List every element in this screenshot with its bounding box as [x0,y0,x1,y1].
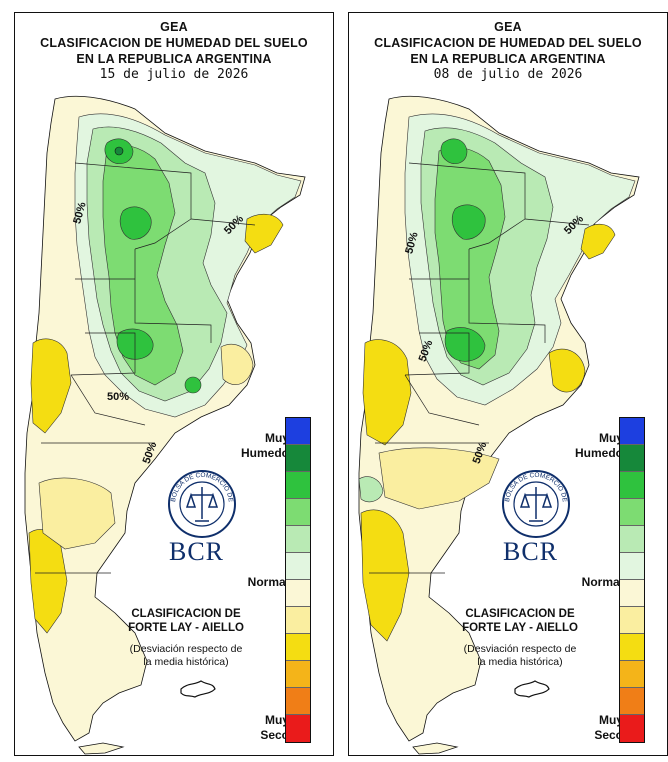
deviation-line: la media histórica) [143,656,229,668]
map-title: GEA CLASIFICACION DE HUMEDAD DEL SUELO E… [15,19,333,67]
legend-swatch [286,715,310,742]
legend-label-line: Muy [599,713,623,727]
legend-swatch [286,553,310,580]
province-boundaries [369,162,590,574]
dry-zone-northeast [244,213,284,254]
map-date: 08 de julio de 2026 [433,67,583,82]
legend-swatch [620,499,644,526]
dry-zone-northeast [580,223,616,260]
legend-label-very-dry: Muy Seco [594,713,623,743]
dry-zone-east [548,348,586,393]
title-line: GEA [494,20,522,34]
classification-deviation: (Desviación respecto de la media históri… [111,643,261,669]
legend-label-line: Humedo [241,446,289,460]
classification-line: FORTE LAY - AIELLO [462,622,578,634]
legend-label-line: Muy [265,431,289,445]
tierra-del-fuego [78,742,125,755]
legend-color-scale [285,417,311,743]
legend-swatch [620,553,644,580]
dry-zone-mid [378,447,500,510]
legend-label-line: Humedo [575,446,623,460]
wettest-point [114,146,124,156]
legend-swatch [286,499,310,526]
title-line: CLASIFICACION DE HUMEDAD DEL SUELO [40,36,308,50]
dry-zone-west [30,338,72,434]
dry-zone-east [220,343,254,385]
bcr-brand: BCR [169,537,225,566]
classification-title: CLASIFICACION DE FORTE LAY - AIELLO [445,607,595,635]
legend-label-very-dry: Muy Seco [260,713,289,743]
deviation-line: (Desviación respecto de [463,643,577,655]
moist-core-2 [440,138,468,164]
legend-label-line: Seco [260,728,289,742]
soil-moisture-map [358,95,640,755]
legend-swatch [286,688,310,715]
isoline-label: 50% [107,391,130,403]
legend-swatch [286,607,310,634]
tierra-del-fuego [412,742,459,755]
classification-deviation: (Desviación respecto de la media históri… [445,643,595,669]
legend-swatch [620,634,644,661]
legend-swatch [620,445,644,472]
moist-core-1 [119,206,152,240]
legend-swatch [286,580,310,607]
legend-label-very-wet: Muy Humedo [241,431,289,461]
map-date: 15 de julio de 2026 [99,67,249,82]
moist-core-4 [184,376,202,394]
legend-swatch [620,418,644,445]
map-panel-left: GEA CLASIFICACION DE HUMEDAD DEL SUELO E… [14,12,334,756]
map-panel-right: GEA CLASIFICACION DE HUMEDAD DEL SUELO E… [348,12,668,756]
legend-swatch [286,445,310,472]
soil-moisture-map [24,95,306,755]
legend-label-normal: Normal [581,575,623,589]
title-line: GEA [160,20,188,34]
legend-label-line: Seco [594,728,623,742]
moist-core-1 [451,204,486,240]
deviation-line: (Desviación respecto de [129,643,243,655]
legend-swatch [620,526,644,553]
classification-line: CLASIFICACION DE [465,608,575,620]
legend-swatch [620,661,644,688]
legend-swatch [620,715,644,742]
legend-swatch [286,526,310,553]
islas-malvinas [180,680,216,698]
wet-spot-southwest [358,476,384,503]
legend-swatch [286,661,310,688]
dry-zone-west [362,339,412,446]
classification-line: CLASIFICACION DE [131,608,241,620]
legend-swatch [286,418,310,445]
legend-label-line: Muy [599,431,623,445]
bcr-brand: BCR [503,537,559,566]
legend-swatch [620,472,644,499]
title-line: CLASIFICACION DE HUMEDAD DEL SUELO [374,36,642,50]
legend-label-very-wet: Muy Humedo [575,431,623,461]
bcr-seal-logo: BOLSA DE COMERCIO DE ROSARIO [167,469,236,538]
province-boundaries [35,162,256,574]
classification-line: FORTE LAY - AIELLO [128,622,244,634]
classification-title: CLASIFICACION DE FORTE LAY - AIELLO [111,607,261,635]
legend-swatch [620,607,644,634]
legend-color-scale [619,417,645,743]
bcr-seal-logo: BOLSA DE COMERCIO DE ROSARIO [501,469,570,538]
legend-swatch [620,688,644,715]
legend-swatch [620,580,644,607]
legend-swatch [286,472,310,499]
legend-label-line: Muy [265,713,289,727]
dry-zone-south [38,477,116,550]
title-line: EN LA REPUBLICA ARGENTINA [76,52,272,66]
legend-label-normal: Normal [247,575,289,589]
title-line: EN LA REPUBLICA ARGENTINA [410,52,606,66]
moist-core-3 [444,327,486,362]
deviation-line: la media histórica) [477,656,563,668]
map-title: GEA CLASIFICACION DE HUMEDAD DEL SUELO E… [349,19,667,67]
legend-swatch [286,634,310,661]
dry-zone-patagonia [360,509,410,642]
islas-malvinas [514,680,550,698]
